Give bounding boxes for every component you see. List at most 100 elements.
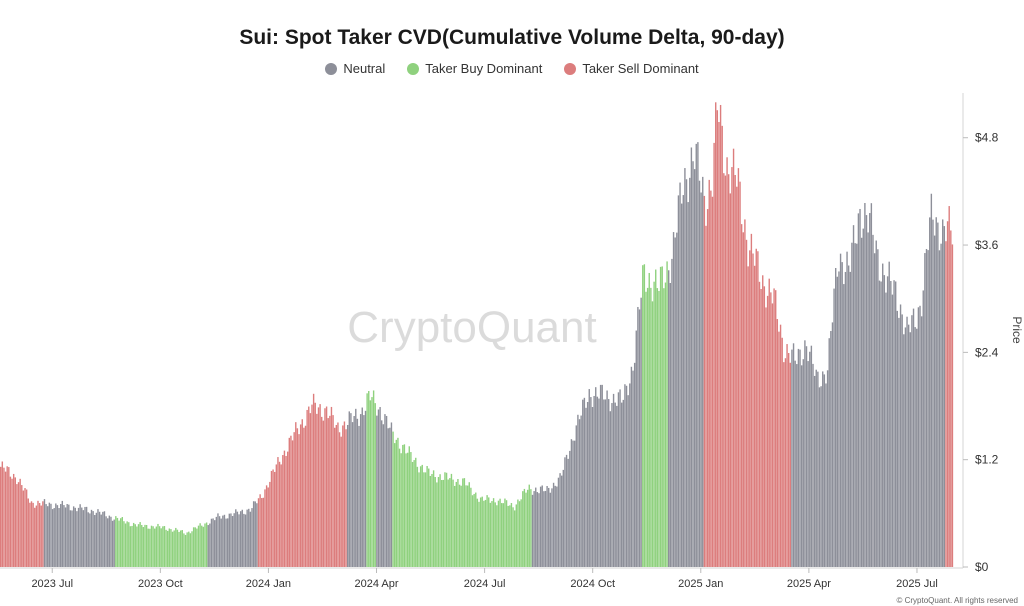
bar-buy: [501, 503, 503, 567]
bar-sell: [740, 224, 743, 567]
bar-buy: [116, 517, 119, 567]
legend-dot-neutral-icon: [325, 62, 338, 75]
bar-buy: [653, 281, 655, 567]
bar-buy: [410, 452, 412, 567]
bar-sell: [337, 422, 339, 567]
bar-neutral: [74, 507, 76, 567]
bar-buy: [121, 517, 123, 567]
bar-neutral: [810, 345, 813, 567]
bar-buy: [436, 482, 438, 567]
bar-sell: [752, 253, 754, 567]
bar-neutral: [551, 488, 553, 567]
bars-group: [0, 102, 954, 568]
bar-buy: [144, 524, 146, 567]
bar-neutral: [693, 169, 696, 567]
bar-neutral: [363, 415, 365, 567]
bar-neutral: [207, 525, 209, 567]
bar-buy: [128, 522, 130, 567]
bar-sell: [787, 353, 790, 567]
bar-buy: [115, 516, 117, 567]
bar-neutral: [685, 179, 688, 567]
bar-neutral: [100, 514, 102, 567]
bar-neutral: [606, 390, 608, 567]
bar-neutral: [852, 225, 855, 567]
legend-item-taker-sell[interactable]: Taker Sell Dominant: [564, 61, 699, 76]
bar-neutral: [580, 415, 582, 567]
bar-buy: [526, 489, 529, 567]
bar-sell: [778, 331, 780, 567]
bar-neutral: [107, 518, 109, 567]
bar-sell: [342, 425, 344, 567]
bar-buy: [141, 524, 143, 567]
bar-sell: [285, 455, 287, 567]
bar-neutral: [805, 346, 808, 567]
bar-neutral: [573, 440, 576, 567]
bar-buy: [398, 448, 401, 567]
bar-neutral: [48, 502, 51, 567]
bar-neutral: [672, 232, 675, 567]
bar-buy: [402, 444, 404, 567]
bar-neutral: [831, 322, 834, 567]
bar-buy: [178, 531, 180, 567]
bar-neutral: [629, 383, 631, 567]
bar-neutral: [882, 263, 884, 567]
bar-buy: [658, 290, 660, 567]
bar-buy: [460, 485, 462, 567]
bar-sell: [723, 173, 725, 567]
bar-buy: [170, 529, 172, 567]
bar-neutral: [632, 370, 634, 567]
bar-buy: [405, 453, 407, 567]
bar-buy: [481, 496, 483, 567]
bar-sell: [29, 502, 31, 567]
bar-neutral: [676, 232, 678, 567]
bar-sell: [327, 418, 329, 567]
bar-neutral: [938, 250, 941, 567]
bar-sell: [280, 464, 282, 567]
bar-neutral: [246, 509, 248, 567]
bar-buy: [139, 522, 141, 567]
bar-buy: [403, 444, 406, 567]
bar-buy: [429, 475, 432, 567]
bar-neutral: [379, 407, 381, 567]
bar-neutral: [567, 458, 569, 567]
bar-buy: [483, 500, 485, 567]
bar-neutral: [217, 513, 219, 567]
bar-sell: [330, 406, 333, 567]
bar-neutral: [113, 519, 115, 567]
x-tick-label: 2024 Oct: [570, 578, 615, 590]
bar-neutral: [796, 364, 798, 567]
bar-neutral: [674, 237, 676, 568]
bar-sell: [295, 422, 297, 567]
bar-neutral: [355, 408, 357, 567]
bar-neutral: [603, 399, 605, 567]
bar-sell: [718, 122, 720, 567]
bar-neutral: [640, 297, 642, 567]
bar-buy: [132, 522, 135, 567]
bar-buy: [492, 498, 495, 567]
bar-sell: [288, 437, 290, 567]
bar-neutral: [585, 407, 587, 567]
bar-neutral: [943, 226, 946, 567]
bar-neutral: [249, 511, 252, 567]
bar-buy: [489, 502, 492, 567]
bar-neutral: [630, 366, 633, 567]
bar-sell: [32, 502, 34, 567]
bar-sell: [270, 470, 273, 567]
bar-buy: [160, 528, 162, 567]
bar-neutral: [872, 234, 874, 568]
bar-sell: [316, 413, 318, 567]
bar-buy: [424, 472, 427, 567]
legend-item-taker-buy[interactable]: Taker Buy Dominant: [407, 61, 542, 76]
bar-buy: [479, 497, 482, 567]
bar-neutral: [541, 485, 543, 567]
legend-item-neutral[interactable]: Neutral: [325, 61, 385, 76]
bar-neutral: [598, 398, 600, 567]
bar-neutral: [627, 395, 629, 567]
bar-buy: [437, 477, 440, 567]
bar-neutral: [382, 424, 385, 567]
bar-neutral: [47, 506, 49, 567]
bar-sell: [6, 466, 8, 567]
bar-neutral: [218, 516, 221, 567]
bar-neutral: [243, 513, 245, 567]
bar-neutral: [546, 486, 548, 567]
